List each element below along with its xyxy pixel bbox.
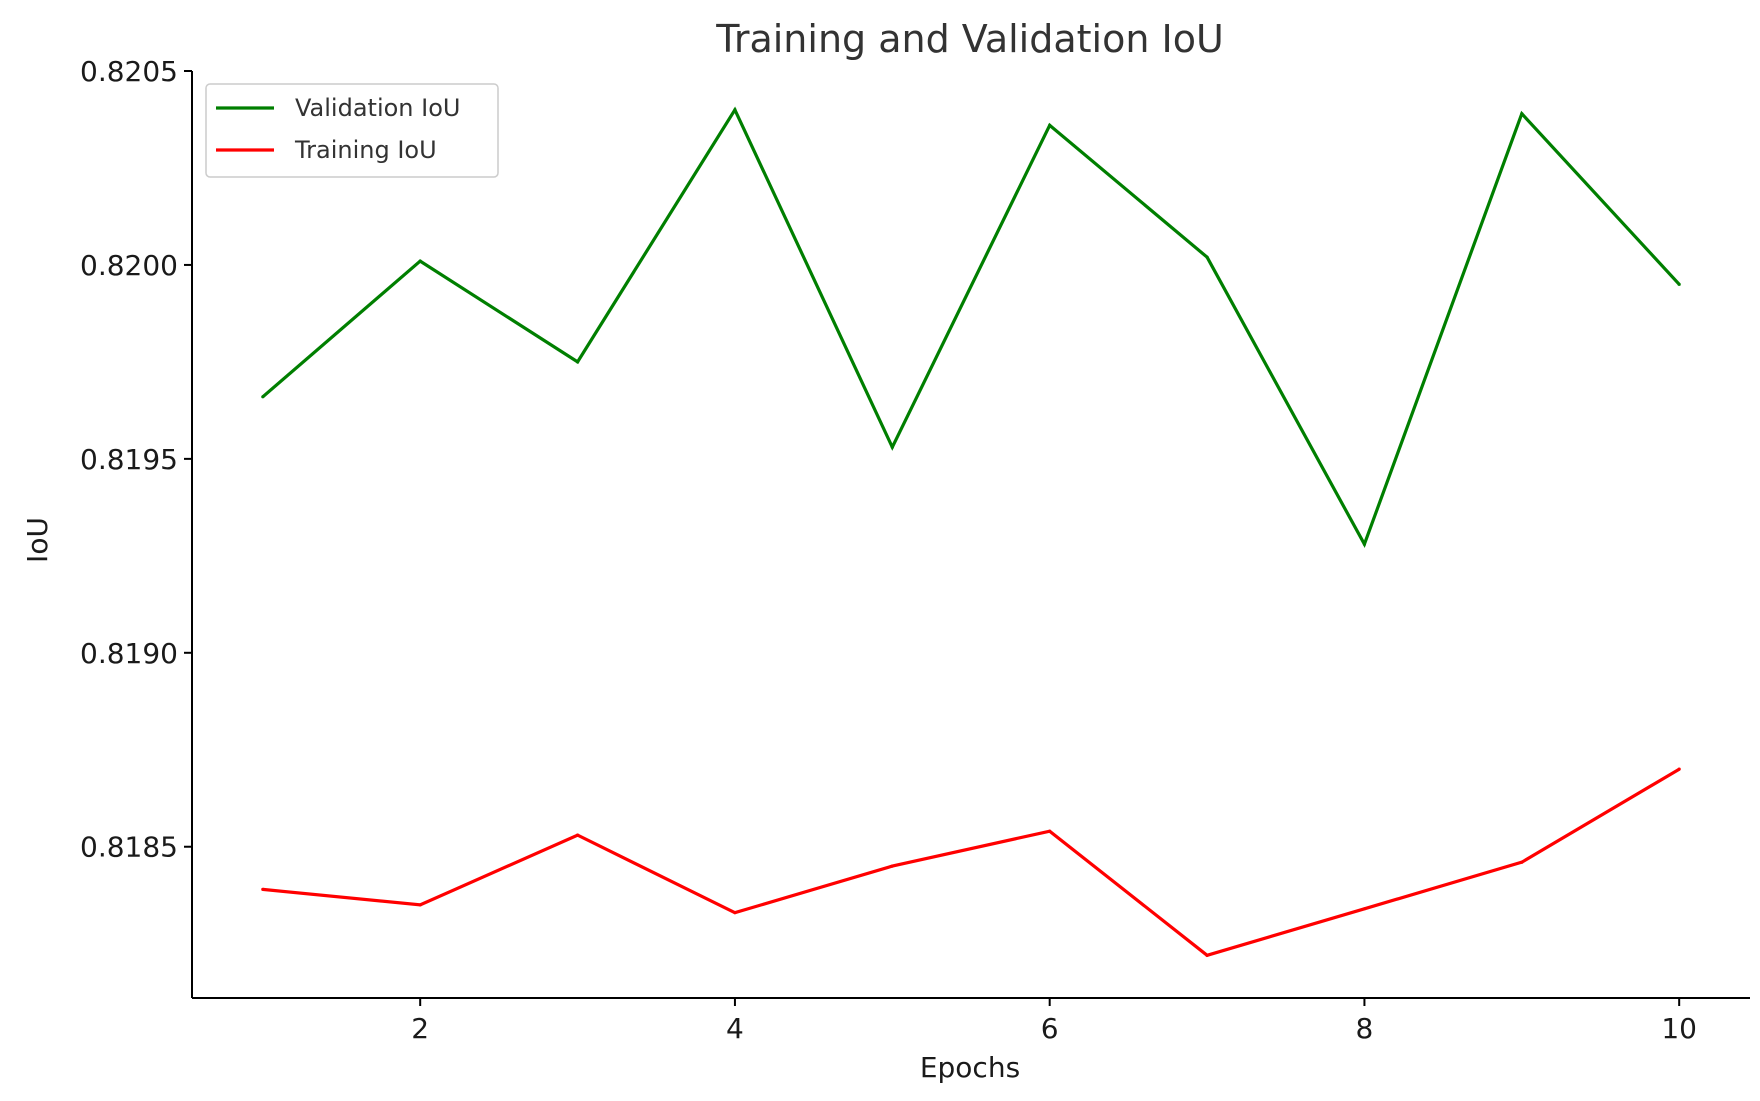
x-tick-label: 4 bbox=[726, 1012, 744, 1045]
y-tick-label: 0.8185 bbox=[80, 831, 178, 864]
data-point-training-iou bbox=[261, 887, 265, 891]
data-point-validation-iou bbox=[575, 360, 580, 364]
y-tick-label: 0.8200 bbox=[80, 249, 178, 282]
legend-box bbox=[205, 83, 499, 178]
data-point-training-iou bbox=[1048, 829, 1052, 833]
data-point-training-iou bbox=[1362, 907, 1367, 911]
data-point-validation-iou bbox=[261, 395, 265, 399]
data-point-validation-iou bbox=[418, 259, 422, 263]
legend-label: Validation IoU bbox=[295, 94, 460, 122]
series-line-validation-iou bbox=[261, 106, 1681, 549]
x-tick-label: 2 bbox=[411, 1012, 429, 1045]
data-point-training-iou bbox=[575, 833, 580, 837]
x-tick-label: 8 bbox=[1356, 1012, 1374, 1045]
data-point-training-iou bbox=[890, 864, 894, 868]
data-point-validation-iou bbox=[1362, 542, 1367, 546]
data-point-validation-iou bbox=[1048, 123, 1052, 127]
data-point-validation-iou bbox=[1677, 282, 1681, 286]
data-point-validation-iou bbox=[1205, 255, 1209, 259]
y-tick-label: 0.8190 bbox=[80, 637, 178, 670]
x-tick-label: 10 bbox=[1661, 1012, 1697, 1045]
data-point-training-iou bbox=[733, 911, 737, 915]
y-ticks: 0.8185 0.8190 0.8195 0.8200 0.8205 bbox=[80, 55, 192, 864]
data-point-validation-iou bbox=[733, 108, 737, 112]
data-point-training-iou bbox=[1520, 860, 1524, 864]
series-line-training-iou bbox=[262, 767, 1681, 958]
legend-label: Training IoU bbox=[294, 136, 437, 164]
plot-area bbox=[261, 106, 1681, 958]
x-axis-label: Epochs bbox=[920, 1051, 1020, 1084]
y-tick-label: 0.8205 bbox=[80, 55, 178, 88]
y-axis-label: IoU bbox=[21, 517, 54, 563]
x-ticks: 2 4 6 8 10 bbox=[411, 998, 1697, 1045]
data-point-validation-iou bbox=[890, 445, 894, 449]
chart-title: Training and Validation IoU bbox=[715, 17, 1224, 61]
y-tick-label: 0.8195 bbox=[80, 443, 178, 476]
x-tick-label: 6 bbox=[1041, 1012, 1059, 1045]
data-point-training-iou bbox=[1677, 767, 1681, 771]
data-point-training-iou bbox=[1205, 953, 1209, 957]
legend: Validation IoU Training IoU bbox=[205, 83, 499, 178]
data-point-training-iou bbox=[418, 903, 422, 907]
data-point-validation-iou bbox=[1520, 112, 1524, 116]
